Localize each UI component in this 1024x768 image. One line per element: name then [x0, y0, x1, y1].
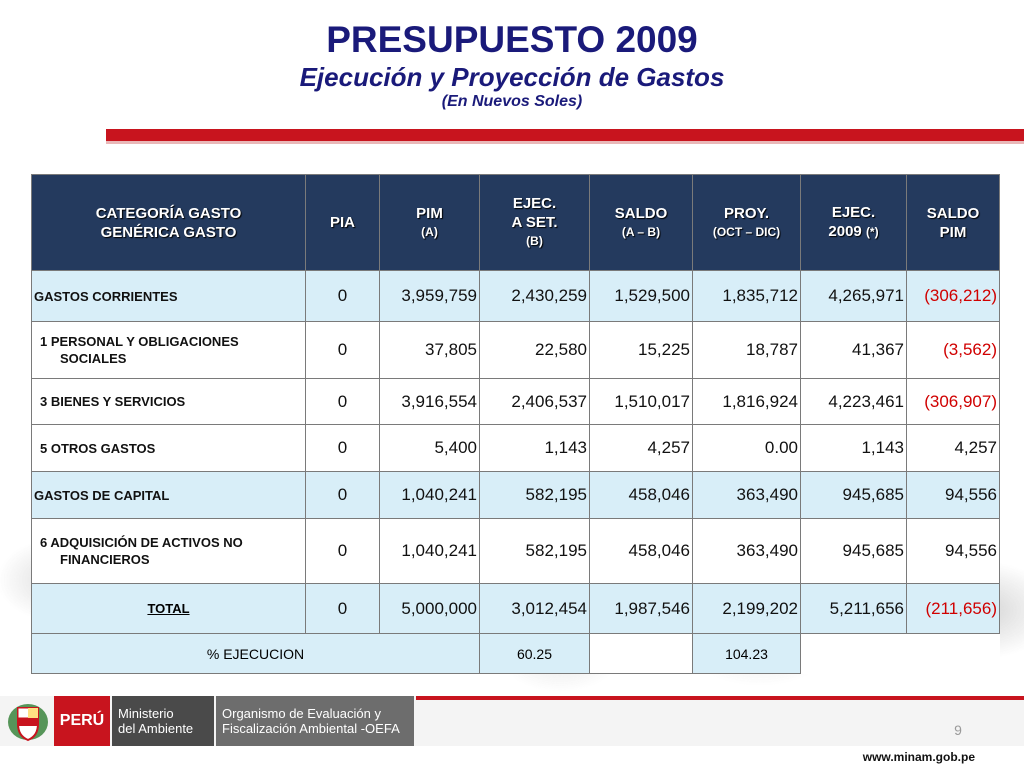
- unit-note: (En Nuevos Soles): [441, 93, 583, 110]
- cell-proy: 1,835,712: [692, 270, 801, 322]
- cell-ejec: 2,406,537: [479, 378, 590, 425]
- cell-saldo-pim: 94,556: [906, 518, 1000, 584]
- percent-label: % EJECUCION: [31, 633, 480, 674]
- cell-saldo: 458,046: [589, 471, 693, 519]
- footer-url: www.minam.gob.pe: [862, 750, 975, 764]
- percent-blank: [906, 633, 1000, 674]
- cell-pim: 3,916,554: [379, 378, 480, 425]
- cell-ejec-2009: 945,685: [800, 518, 907, 584]
- cell-pia: 0: [305, 471, 380, 519]
- table-row: 3 BIENES Y SERVICIOS 0 3,916,554 2,406,5…: [31, 378, 1000, 425]
- total-label: TOTAL: [31, 583, 306, 634]
- cell-pim: 3,959,759: [379, 270, 480, 322]
- cell-saldo-pim: 94,556: [906, 471, 1000, 519]
- cell-pim: 5,000,000: [379, 583, 480, 634]
- title-block: PRESUPUESTO 2009 Ejecución y Proyección …: [0, 18, 1024, 112]
- cell-pia: 0: [305, 321, 380, 379]
- table-row: GASTOS DE CAPITAL 0 1,040,241 582,195 45…: [31, 471, 1000, 519]
- percent-empty-cell: [589, 633, 693, 674]
- table-row: 1 PERSONAL Y OBLIGACIONES SOCIALES 0 37,8…: [31, 321, 1000, 379]
- cell-ejec: 2,430,259: [479, 270, 590, 322]
- row-category: 1 PERSONAL Y OBLIGACIONES SOCIALES: [31, 321, 306, 379]
- peru-logo-label: PERÚ: [54, 696, 110, 746]
- row-category: GASTOS DE CAPITAL: [31, 471, 306, 519]
- cell-saldo-pim: (211,656): [906, 583, 1000, 634]
- cell-proy: 2,199,202: [692, 583, 801, 634]
- table-total-row: TOTAL 0 5,000,000 3,012,454 1,987,546 2,…: [31, 583, 1000, 634]
- cell-pia: 0: [305, 583, 380, 634]
- row-category: GASTOS CORRIENTES: [31, 270, 306, 322]
- page-title: PRESUPUESTO 2009: [326, 19, 698, 60]
- row-category: 5 OTROS GASTOS: [31, 424, 306, 472]
- cell-proy: 18,787: [692, 321, 801, 379]
- cell-ejec: 22,580: [479, 321, 590, 379]
- cell-saldo-pim: (306,907): [906, 378, 1000, 425]
- page-subtitle: Ejecución y Proyección de Gastos: [299, 62, 725, 92]
- cell-ejec-2009: 4,223,461: [800, 378, 907, 425]
- percent-blank: [800, 633, 907, 674]
- header-saldo-pim: SALDO PIM: [906, 174, 1000, 271]
- header-category: CATEGORÍA GASTO GENÉRICA GASTO: [31, 174, 306, 271]
- cell-saldo: 1,529,500: [589, 270, 693, 322]
- cell-saldo-pim: 4,257: [906, 424, 1000, 472]
- cell-ejec: 582,195: [479, 471, 590, 519]
- cell-ejec-2009: 945,685: [800, 471, 907, 519]
- row-category: 3 BIENES Y SERVICIOS: [31, 378, 306, 425]
- cell-ejec-2009: 41,367: [800, 321, 907, 379]
- percent-proy: 104.23: [692, 633, 801, 674]
- cell-saldo: 15,225: [589, 321, 693, 379]
- coat-of-arms-icon: [8, 704, 48, 742]
- footer-divider: [416, 696, 1024, 700]
- cell-proy: 363,490: [692, 518, 801, 584]
- cell-pia: 0: [305, 518, 380, 584]
- cell-proy: 1,816,924: [692, 378, 801, 425]
- cell-saldo-pim: (306,212): [906, 270, 1000, 322]
- cell-proy: 363,490: [692, 471, 801, 519]
- cell-saldo: 458,046: [589, 518, 693, 584]
- ministry-label: Ministerio del Ambiente: [112, 696, 214, 746]
- cell-pim: 37,805: [379, 321, 480, 379]
- header-ejec-2009: EJEC. 2009 (*): [800, 174, 907, 271]
- cell-ejec-2009: 5,211,656: [800, 583, 907, 634]
- table-row: 5 OTROS GASTOS 0 5,400 1,143 4,257 0.00 …: [31, 424, 1000, 472]
- cell-pia: 0: [305, 378, 380, 425]
- header-pia: PIA: [305, 174, 380, 271]
- cell-pia: 0: [305, 270, 380, 322]
- header-proy: PROY. (OCT – DIC): [692, 174, 801, 271]
- percent-ejec: 60.25: [479, 633, 590, 674]
- header-pim: PIM (A): [379, 174, 480, 271]
- header-saldo: SALDO (A – B): [589, 174, 693, 271]
- page-number: 9: [954, 722, 962, 738]
- agency-label: Organismo de Evaluación y Fiscalización …: [216, 696, 414, 746]
- title-divider: [106, 129, 1024, 144]
- cell-proy: 0.00: [692, 424, 801, 472]
- cell-pim: 1,040,241: [379, 518, 480, 584]
- budget-table: CATEGORÍA GASTO GENÉRICA GASTO PIA PIM (A)…: [31, 174, 1000, 674]
- cell-pim: 1,040,241: [379, 471, 480, 519]
- header-ejec-set: EJEC. A SET. (B): [479, 174, 590, 271]
- percent-row: % EJECUCION 60.25 104.23: [31, 633, 1000, 674]
- table-row: GASTOS CORRIENTES 0 3,959,759 2,430,259 …: [31, 270, 1000, 322]
- cell-saldo: 1,510,017: [589, 378, 693, 425]
- table-header-row: CATEGORÍA GASTO GENÉRICA GASTO PIA PIM (A)…: [31, 174, 1000, 271]
- cell-ejec-2009: 1,143: [800, 424, 907, 472]
- row-category: 6 ADQUISICIÓN DE ACTIVOS NO FINANCIEROS: [31, 518, 306, 584]
- cell-ejec: 582,195: [479, 518, 590, 584]
- cell-ejec-2009: 4,265,971: [800, 270, 907, 322]
- cell-saldo: 4,257: [589, 424, 693, 472]
- table-row: 6 ADQUISICIÓN DE ACTIVOS NO FINANCIEROS 0…: [31, 518, 1000, 584]
- cell-pia: 0: [305, 424, 380, 472]
- cell-saldo-pim: (3,562): [906, 321, 1000, 379]
- cell-pim: 5,400: [379, 424, 480, 472]
- cell-saldo: 1,987,546: [589, 583, 693, 634]
- cell-ejec: 1,143: [479, 424, 590, 472]
- cell-ejec: 3,012,454: [479, 583, 590, 634]
